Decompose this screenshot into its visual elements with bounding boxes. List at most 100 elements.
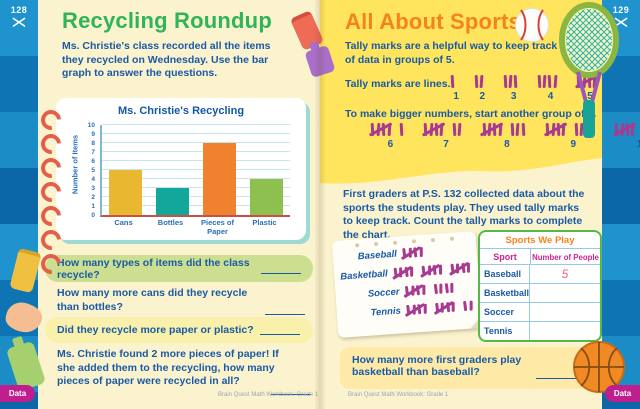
tally-group — [510, 122, 526, 137]
data-category-tab-left[interactable]: Data — [0, 385, 35, 402]
tally-group — [399, 122, 404, 137]
gridline — [102, 160, 290, 161]
answer-blank-2[interactable] — [265, 305, 305, 315]
tally-group — [420, 263, 443, 278]
bar-cans — [109, 170, 142, 215]
crossed-pencils-icon — [614, 15, 628, 32]
tally-group — [400, 245, 423, 260]
tally-group — [391, 265, 414, 280]
table-cell-value-blank[interactable] — [530, 284, 600, 302]
tally-group — [502, 74, 518, 89]
table-row: Baseball 5 — [480, 265, 600, 284]
tally-group — [403, 283, 426, 298]
tally-group — [404, 302, 427, 317]
tally-group — [451, 122, 462, 137]
gridline — [102, 196, 290, 197]
spiral-ring — [36, 249, 66, 279]
spiral-ring — [36, 225, 66, 255]
tally-scale-item: 9 — [543, 122, 602, 150]
y-tick-label: 6 — [91, 157, 95, 165]
bar-bottles — [156, 188, 189, 215]
tally-marks — [400, 245, 430, 261]
tally-scale-item: 10 — [612, 122, 640, 150]
y-tick-label: 9 — [91, 130, 95, 138]
table-cell-sport: Soccer — [480, 303, 530, 321]
chart-y-ticks: 0 1 2 3 4 5 6 7 8 9 10 — [84, 122, 98, 219]
yellow-section-background — [320, 0, 602, 184]
spiral-ring — [36, 177, 66, 207]
table-cell-sport: Tennis — [480, 322, 530, 340]
tally-number: 2 — [479, 91, 486, 102]
table-cell-sport: Baseball — [480, 265, 530, 283]
tally-scale-item: 6 — [368, 122, 411, 150]
data-category-tab-right[interactable]: Data — [605, 385, 640, 402]
table-title: Sports We Play — [480, 232, 600, 249]
tally-note-paper: Baseball Basketball Soccer Tennis — [331, 231, 483, 338]
tally-scale-item: 8 — [479, 122, 533, 150]
tally-number: 1 — [453, 91, 459, 102]
note-sport-label: Basketball — [339, 268, 389, 283]
right-intro-rest: are a helpful way to keep track of data … — [345, 40, 558, 66]
question-1-text: How many types of items did the class re… — [57, 256, 250, 281]
gridline — [102, 205, 290, 206]
question-4: Ms. Christie found 2 more pieces of pape… — [57, 348, 313, 395]
answer-blank-4[interactable] — [271, 385, 311, 395]
tally-number: 6 — [387, 139, 394, 150]
table-header-sport: Sport — [480, 249, 531, 264]
tally-scale-1-5: 1 2 3 4 5 — [450, 74, 604, 102]
answer-blank-3[interactable] — [259, 325, 300, 335]
tally-group — [448, 261, 471, 276]
left-page-number: 128 — [10, 5, 28, 15]
tally-group — [450, 74, 455, 89]
bar-chart-card: Ms. Christie's Recycling Number of Items… — [56, 98, 306, 240]
tally-number: 3 — [510, 91, 517, 102]
table-cell-value-filled[interactable]: 5 — [561, 267, 569, 281]
question-text: How many more first graders play basketb… — [352, 354, 522, 378]
x-tick-label: Bottles — [157, 218, 184, 227]
left-footer: Brain Quest Math Workbook: Grade 1 — [218, 392, 319, 398]
bigger-numbers-label: To make bigger numbers, start another gr… — [345, 108, 597, 120]
chart-bars — [102, 125, 290, 215]
question-4-text: Ms. Christie found 2 more pieces of pape… — [57, 348, 279, 388]
answer-blank-5[interactable] — [536, 369, 576, 379]
left-page-corner: 128 — [0, 5, 38, 33]
baseball-icon — [515, 8, 549, 42]
tally-scale-item: 1 — [450, 74, 462, 102]
sports-we-play-table: Sports We Play Sport Number of People Ba… — [478, 230, 602, 342]
tally-marks — [421, 122, 469, 137]
chart-y-axis-label: Number of Items — [70, 134, 80, 195]
spiral-ring — [36, 105, 66, 135]
tally-number: 9 — [570, 139, 577, 150]
tally-marks — [450, 74, 462, 89]
gridline — [102, 142, 290, 143]
x-tick-label: Pieces of Paper — [201, 218, 234, 236]
tally-group — [462, 300, 474, 314]
tally-number: 4 — [547, 91, 554, 102]
tally-scale-item: 2 — [473, 74, 491, 102]
spiral-ring — [36, 153, 66, 183]
tally-group — [433, 300, 456, 315]
table-cell-value-blank[interactable] — [530, 322, 600, 340]
tally-group — [479, 122, 504, 137]
answer-blank-1[interactable] — [261, 264, 301, 274]
crossed-pencils-icon — [12, 15, 26, 32]
tally-scale-6-10: 6 7 8 9 10 — [368, 122, 640, 150]
basketball-icon — [573, 341, 625, 393]
y-tick-label: 3 — [91, 184, 95, 192]
x-tick-label: Cans — [114, 218, 133, 227]
x-tick-label: Plastic — [252, 218, 277, 227]
y-tick-label: 5 — [91, 166, 95, 174]
tally-lines-label: Tally marks are lines. — [345, 78, 451, 90]
gridline — [102, 169, 290, 170]
table-cell-value-blank[interactable] — [530, 303, 600, 321]
tally-marks-term: Tally marks — [345, 40, 403, 52]
page-title-sports: All About Sports — [345, 9, 521, 34]
tally-group — [433, 282, 455, 296]
tally-group — [368, 122, 393, 137]
y-tick-label: 0 — [91, 211, 95, 219]
y-tick-label: 8 — [91, 139, 95, 147]
table-row: Soccer — [480, 303, 600, 322]
spiral-ring — [36, 201, 66, 231]
chart-title: Ms. Christie's Recycling — [117, 105, 245, 117]
